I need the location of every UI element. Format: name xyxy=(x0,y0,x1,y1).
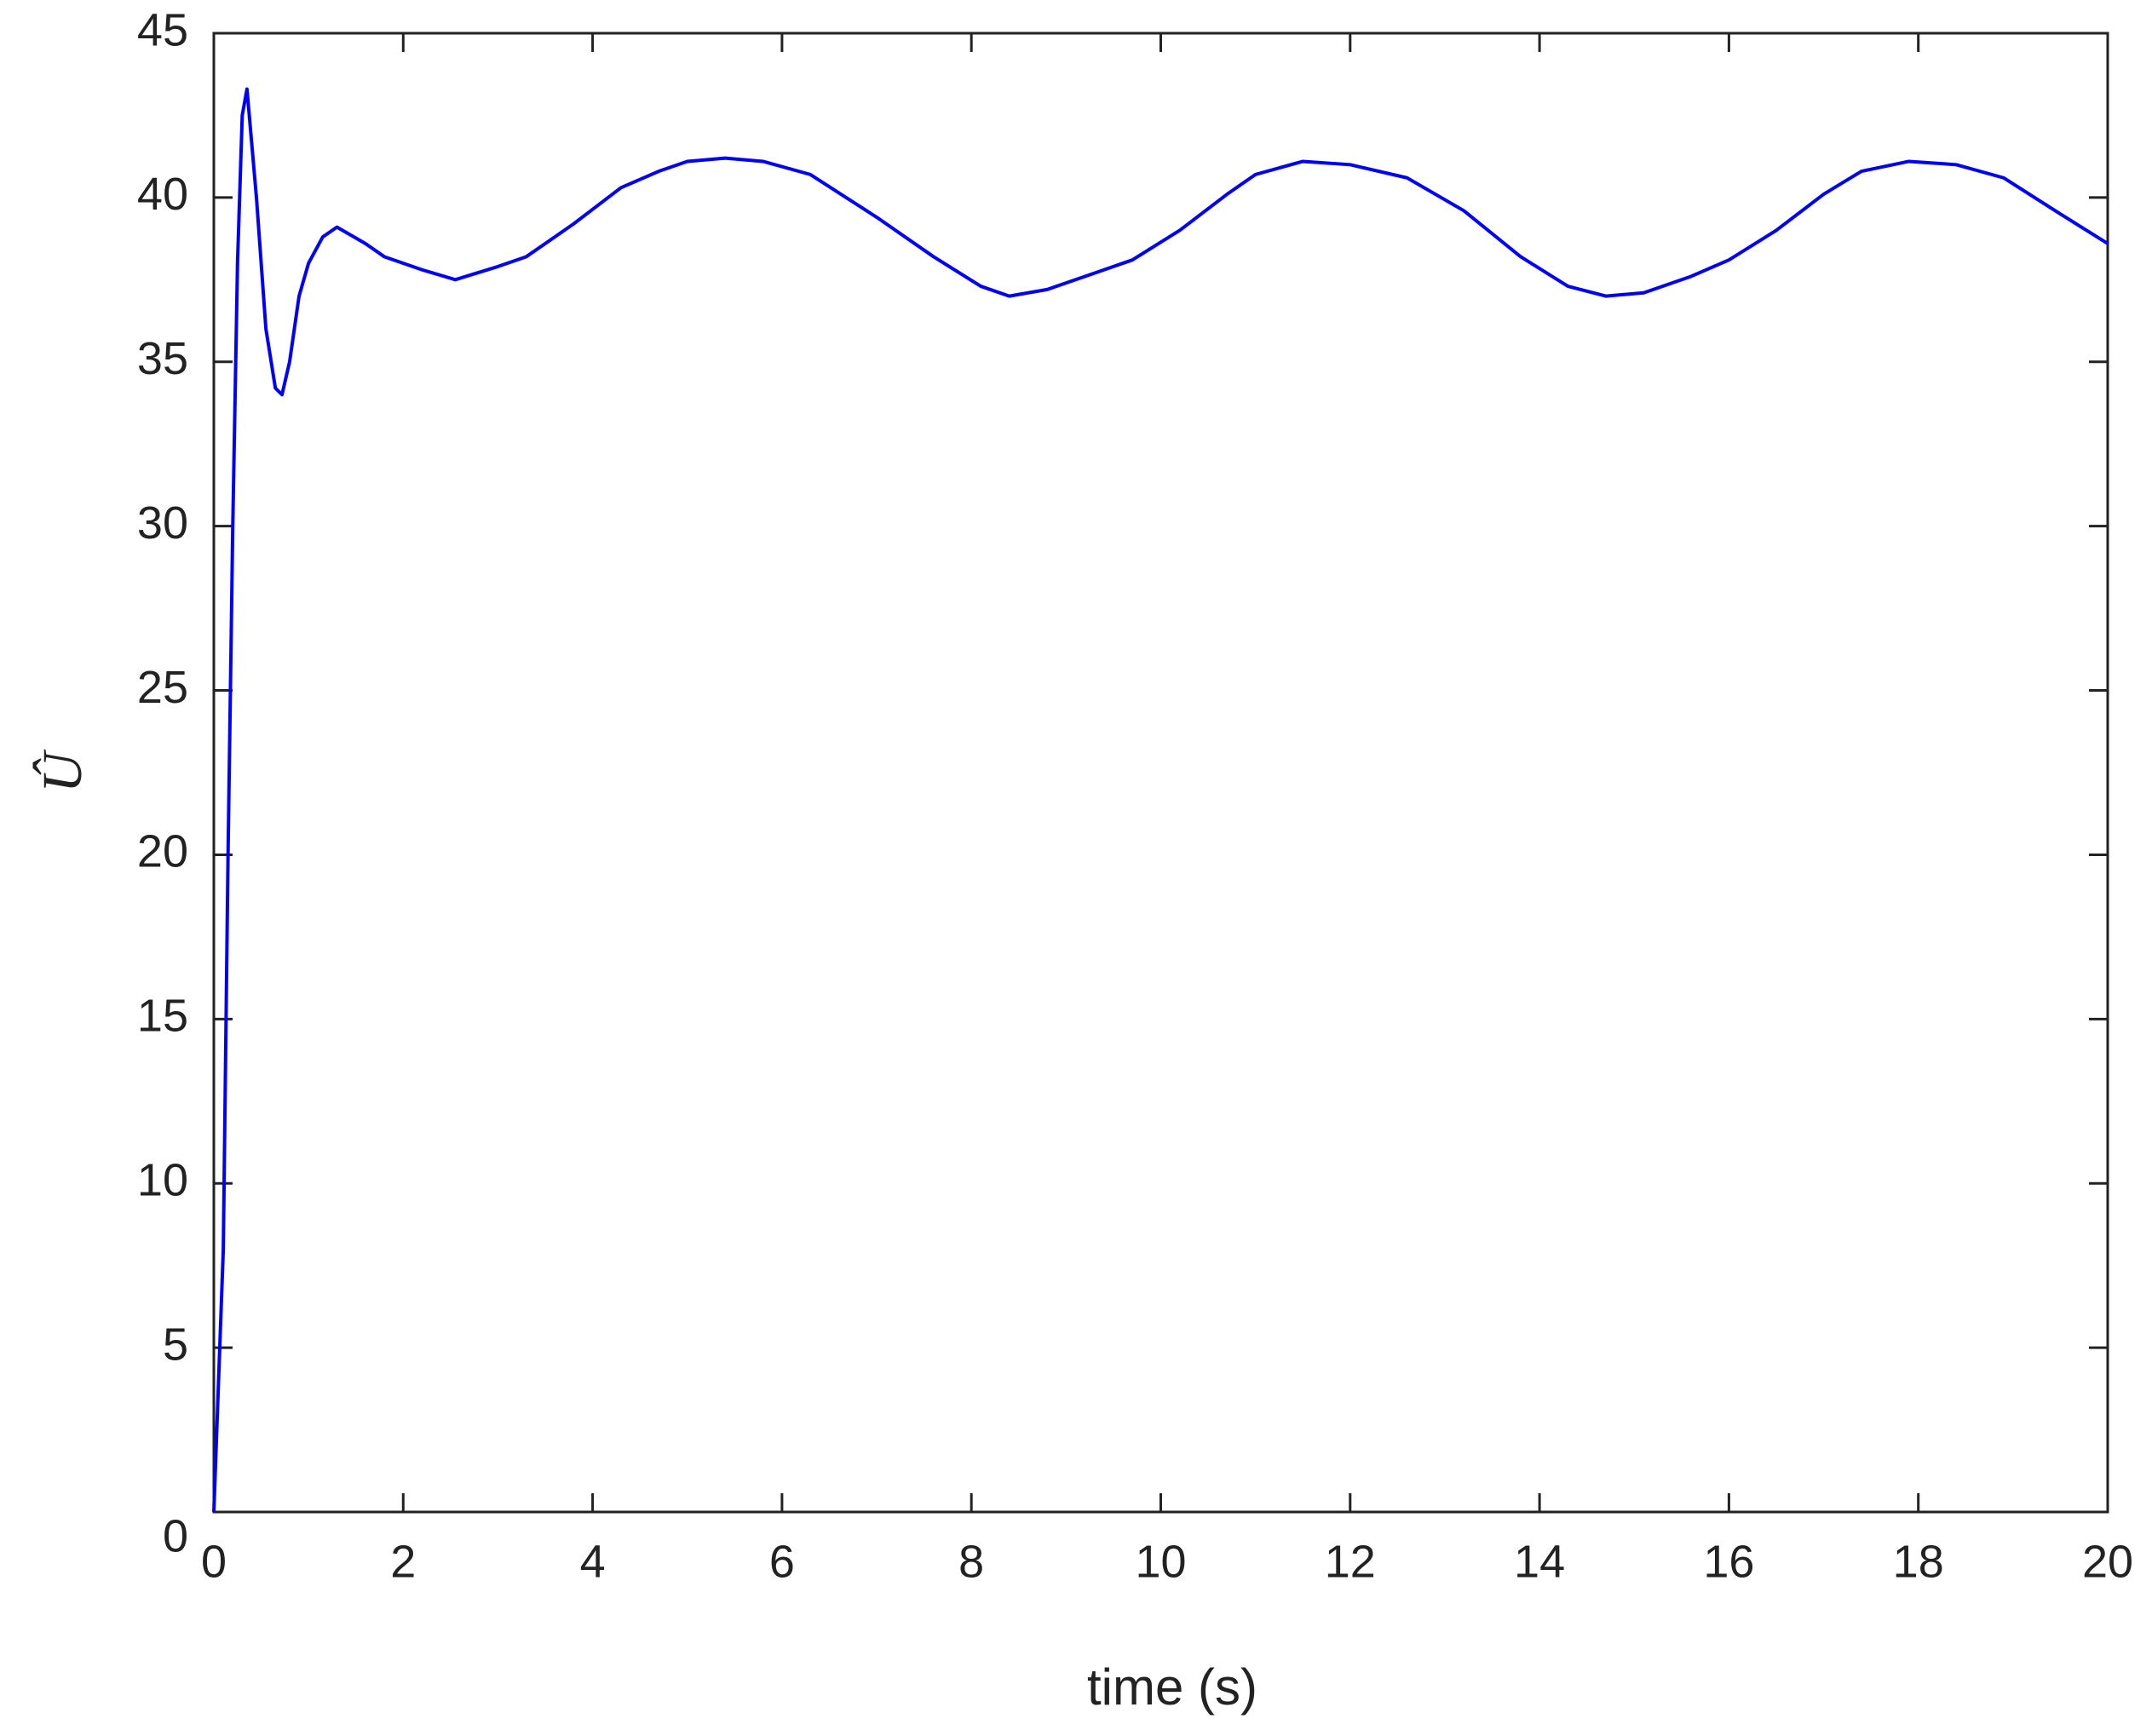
x-tick-label: 20 xyxy=(2082,1536,2133,1587)
x-tick-label: 10 xyxy=(1135,1536,1186,1587)
x-tick-label: 8 xyxy=(958,1536,984,1587)
x-tick-label: 0 xyxy=(201,1536,227,1587)
x-tick-label: 14 xyxy=(1514,1536,1565,1587)
x-tick-label: 12 xyxy=(1325,1536,1376,1587)
y-tick-label: 45 xyxy=(137,4,188,55)
y-tick-label: 0 xyxy=(163,1510,188,1561)
y-tick-label: 10 xyxy=(137,1154,188,1205)
x-tick-label: 2 xyxy=(390,1536,416,1587)
y-tick-label: 30 xyxy=(137,497,188,549)
y-tick-label: 35 xyxy=(137,333,188,384)
y-axis-label: Û xyxy=(32,749,94,793)
line-series xyxy=(212,87,2109,1513)
y-tick-label: 40 xyxy=(137,169,188,220)
x-axis-label: time (s) xyxy=(1087,1658,1257,1716)
y-tick-label: 15 xyxy=(137,991,188,1042)
x-tick-label: 6 xyxy=(769,1536,795,1587)
y-tick-label: 20 xyxy=(137,826,188,877)
x-tick-label: 16 xyxy=(1703,1536,1754,1587)
y-tick-label: 25 xyxy=(137,662,188,713)
x-tick-label: 18 xyxy=(1893,1536,1944,1587)
y-tick-label: 5 xyxy=(163,1319,188,1370)
plot-frame xyxy=(212,32,2109,1514)
x-tick-label: 4 xyxy=(580,1536,606,1587)
